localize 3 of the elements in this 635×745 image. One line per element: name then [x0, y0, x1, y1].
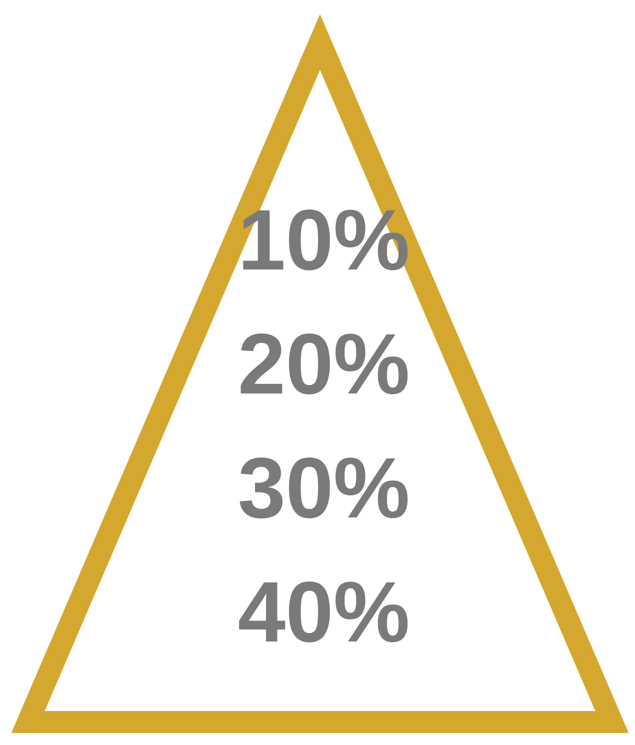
data-label: 30%	[240, 457, 408, 518]
data-label: 40%	[239, 582, 408, 642]
data-label: 20%	[240, 334, 408, 394]
